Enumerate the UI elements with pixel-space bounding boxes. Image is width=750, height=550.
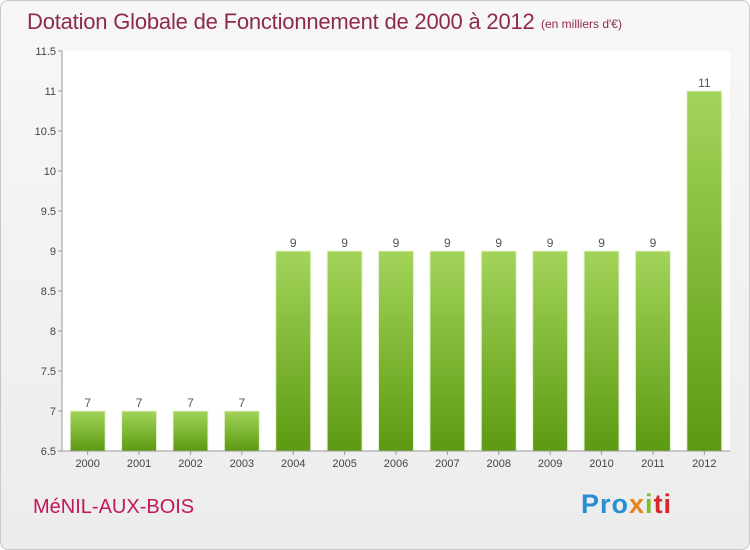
bar-2001	[121, 410, 158, 452]
data-label-2008: 9	[495, 236, 502, 250]
y-tick-label: 9	[50, 246, 56, 258]
commune-name: MéNIL-AUX-BOIS	[33, 496, 195, 518]
x-tick-label-2002: 2002	[178, 458, 202, 470]
y-tick-label: 10	[44, 166, 56, 178]
x-tick-label-2000: 2000	[75, 458, 99, 470]
logo-part-ti: ti	[653, 489, 673, 519]
chart-title: Dotation Globale de Fonctionnement de 20…	[27, 9, 535, 34]
bar-2005	[326, 250, 363, 452]
x-tick-label-2003: 2003	[230, 458, 254, 470]
y-tick-label: 11	[45, 86, 56, 98]
y-tick-label: 6.5	[41, 446, 56, 458]
bar-2007	[429, 250, 466, 452]
logo-part-pro: Pro	[581, 489, 630, 519]
bar-2006	[378, 250, 414, 452]
y-tick-label: 10.5	[35, 126, 56, 138]
x-tick-label-2009: 2009	[538, 458, 562, 470]
data-label-2009: 9	[547, 236, 554, 250]
bar-2004	[275, 250, 312, 452]
x-tick-label-2008: 2008	[487, 458, 511, 470]
data-label-2000: 7	[84, 396, 91, 410]
y-tick-label: 7.5	[41, 366, 56, 378]
x-tick-label-2001: 2001	[127, 458, 151, 470]
data-label-2007: 9	[444, 236, 451, 250]
data-label-2003: 7	[239, 396, 246, 410]
data-label-2011: 9	[650, 236, 657, 250]
x-tick-label-2006: 2006	[384, 458, 408, 470]
data-label-2001: 7	[136, 396, 143, 410]
bar-2002	[172, 410, 209, 452]
y-tick-label: 9.5	[41, 206, 56, 218]
data-label-2004: 9	[290, 236, 297, 250]
x-tick-label-2010: 2010	[589, 458, 613, 470]
data-label-2010: 9	[598, 236, 605, 250]
chart-subtitle: (en milliers d'€)	[541, 17, 622, 31]
proxiti-logo[interactable]: Proxiti	[581, 489, 672, 520]
bar-2009	[532, 250, 569, 452]
bar-2000	[69, 410, 106, 452]
x-tick-label-2007: 2007	[435, 458, 459, 470]
data-label-2002: 7	[187, 396, 194, 410]
data-label-2012: 11	[698, 76, 711, 90]
x-tick-label-2012: 2012	[692, 458, 716, 470]
bar-2003	[223, 410, 260, 452]
bar-2012	[686, 90, 723, 452]
x-tick-label-2011: 2011	[641, 458, 665, 470]
logo-part-x: x	[629, 489, 646, 519]
logo-part-i: i	[645, 489, 654, 519]
data-label-2006: 9	[393, 236, 400, 250]
y-tick-label: 7	[50, 406, 56, 418]
bar-2008	[480, 250, 517, 452]
y-tick-label: 8	[50, 326, 56, 338]
y-tick-label: 8.5	[41, 286, 56, 298]
data-label-2005: 9	[341, 236, 348, 250]
x-tick-label-2004: 2004	[281, 458, 305, 470]
y-tick-label: 11.5	[35, 46, 56, 58]
x-tick-label-2005: 2005	[332, 458, 356, 470]
bar-2010	[583, 250, 620, 452]
bar-2011	[634, 250, 671, 452]
